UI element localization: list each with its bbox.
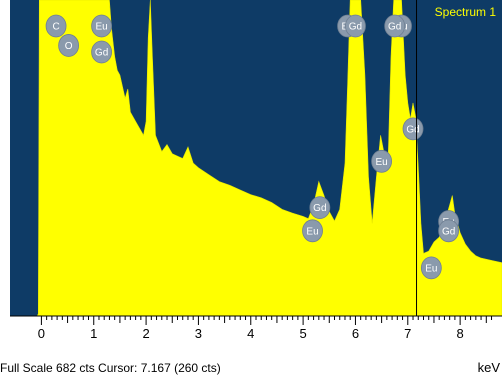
peak-label: Eu bbox=[302, 219, 323, 243]
x-tick-label: 7 bbox=[404, 326, 411, 341]
x-tick-label: 3 bbox=[195, 326, 202, 341]
peak-label: O bbox=[58, 34, 80, 57]
x-axis-label: keV bbox=[478, 360, 501, 375]
peak-label-bubble bbox=[302, 219, 323, 243]
peak-label-bubble bbox=[402, 117, 424, 141]
peak-label-bubble bbox=[91, 14, 112, 38]
peak-label-text: Eu bbox=[306, 226, 318, 237]
peak-label-text: Gd bbox=[442, 226, 455, 237]
peak-label: Gd bbox=[402, 117, 424, 141]
peak-label-bubble bbox=[384, 14, 406, 38]
x-tick-label: 6 bbox=[352, 326, 359, 341]
peak-label-text: Eu bbox=[425, 263, 437, 274]
peak-label: Gd bbox=[309, 196, 331, 220]
peak-label: Gd bbox=[91, 40, 112, 64]
x-tick-label: 1 bbox=[90, 326, 97, 341]
x-axis-ticks: 0 1 2 3 4 5 6 7 8 bbox=[38, 316, 493, 341]
peak-label-text: Gd bbox=[313, 203, 326, 214]
peak-label-bubble bbox=[345, 14, 366, 38]
peak-label: Gd bbox=[384, 14, 406, 38]
peak-label-text: O bbox=[65, 41, 73, 52]
peak-label: Eu bbox=[371, 149, 393, 173]
status-bar-text: Full Scale 682 cts Cursor: 7.167 (260 ct… bbox=[0, 361, 221, 375]
peak-label-bubble bbox=[45, 14, 67, 38]
peak-label: Eu bbox=[420, 256, 442, 280]
peak-label-text: Eu bbox=[95, 22, 107, 33]
peak-label-bubble bbox=[91, 40, 112, 64]
peak-label-text: C bbox=[52, 22, 59, 33]
peak-label: C bbox=[45, 14, 67, 38]
x-tick-label: 0 bbox=[38, 326, 45, 341]
chart-title: Spectrum 1 bbox=[435, 5, 497, 19]
x-tick-label: 4 bbox=[247, 326, 254, 341]
peak-label-bubble bbox=[371, 149, 393, 173]
peak-labels: COEuGdGdEuEuGdEuEuGdGdEuGdEu bbox=[45, 14, 460, 280]
x-tick-label: 2 bbox=[142, 326, 149, 341]
peak-label: Gd bbox=[438, 219, 460, 243]
peak-label-text: Gd bbox=[95, 48, 108, 59]
peak-label-bubble bbox=[438, 219, 460, 243]
peak-label-text: Gd bbox=[406, 124, 419, 135]
x-tick-label: 8 bbox=[457, 326, 464, 341]
peak-label-text: Eu bbox=[375, 157, 387, 168]
peak-label-text: Gd bbox=[388, 22, 401, 33]
peak-label-text: Gd bbox=[349, 22, 362, 33]
peak-label-bubble bbox=[420, 256, 442, 280]
peak-label: Gd bbox=[345, 14, 366, 38]
peak-label-bubble bbox=[58, 34, 80, 57]
x-tick-label: 5 bbox=[299, 326, 306, 341]
peak-label-bubble bbox=[309, 196, 331, 220]
peak-label: Eu bbox=[91, 14, 112, 38]
